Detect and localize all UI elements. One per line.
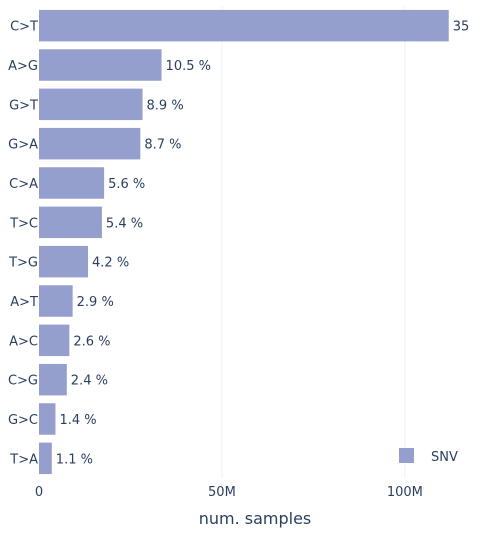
category-label: G>C	[8, 413, 38, 428]
bar-a-to-t[interactable]	[39, 285, 73, 316]
category-labels: C>T A>G G>T G>A C>A T>C T>G A>T A>C C>G G>C T>A	[8, 20, 38, 468]
grid-lines	[222, 6, 405, 478]
category-label: C>T	[10, 20, 38, 35]
category-label: G>A	[8, 138, 38, 153]
bar-value-label: 5.4 %	[106, 216, 143, 231]
bar-value-label: 10.5 %	[166, 59, 211, 74]
bar-c-to-a[interactable]	[39, 167, 104, 198]
bar-value-label: 35	[453, 20, 470, 35]
bar-value-label: 4.2 %	[92, 256, 129, 271]
category-label: C>A	[9, 177, 38, 192]
x-tick-label: 50M	[208, 485, 236, 500]
bar-c-to-g[interactable]	[39, 364, 67, 395]
bar-value-label: 2.4 %	[71, 374, 108, 389]
category-label: T>G	[8, 256, 38, 271]
legend-label-snv: SNV	[431, 450, 458, 465]
bar-value-label: 8.7 %	[144, 138, 181, 153]
bar-value-label: 8.9 %	[147, 98, 184, 113]
bar-value-label: 2.6 %	[73, 334, 110, 349]
bar-g-to-t[interactable]	[39, 89, 143, 120]
bar-a-to-c[interactable]	[39, 325, 69, 356]
x-axis-title: num. samples	[199, 509, 312, 528]
category-label: T>C	[9, 216, 38, 231]
category-label: A>T	[10, 295, 38, 310]
bar-g-to-c[interactable]	[39, 403, 55, 434]
bar-t-to-a[interactable]	[39, 443, 52, 474]
bar-value-label: 2.9 %	[77, 295, 114, 310]
legend-swatch	[399, 448, 414, 463]
bar-value-label: 5.6 %	[108, 177, 145, 192]
bar-value-label: 1.1 %	[56, 452, 93, 467]
bar-t-to-c[interactable]	[39, 207, 102, 238]
bar-c-to-t[interactable]	[39, 10, 449, 41]
x-tick-label: 0	[35, 485, 43, 500]
x-tick-label: 100M	[387, 485, 423, 500]
bars	[39, 10, 449, 474]
category-label: C>G	[8, 374, 38, 389]
category-label: A>C	[9, 334, 38, 349]
bar-value-label: 1.4 %	[59, 413, 96, 428]
category-label: T>A	[9, 452, 38, 467]
value-labels: 35 10.5 % 8.9 % 8.7 % 5.6 % 5.4 % 4.2 % 2.9 % 2.…	[56, 20, 469, 468]
bar-g-to-a[interactable]	[39, 128, 140, 159]
category-label: G>T	[9, 98, 38, 113]
x-tick-labels: 0 50M 100M	[35, 485, 423, 500]
legend[interactable]: SNV	[399, 448, 458, 465]
bar-t-to-g[interactable]	[39, 246, 88, 277]
bar-a-to-g[interactable]	[39, 49, 162, 80]
category-label: A>G	[8, 59, 38, 74]
